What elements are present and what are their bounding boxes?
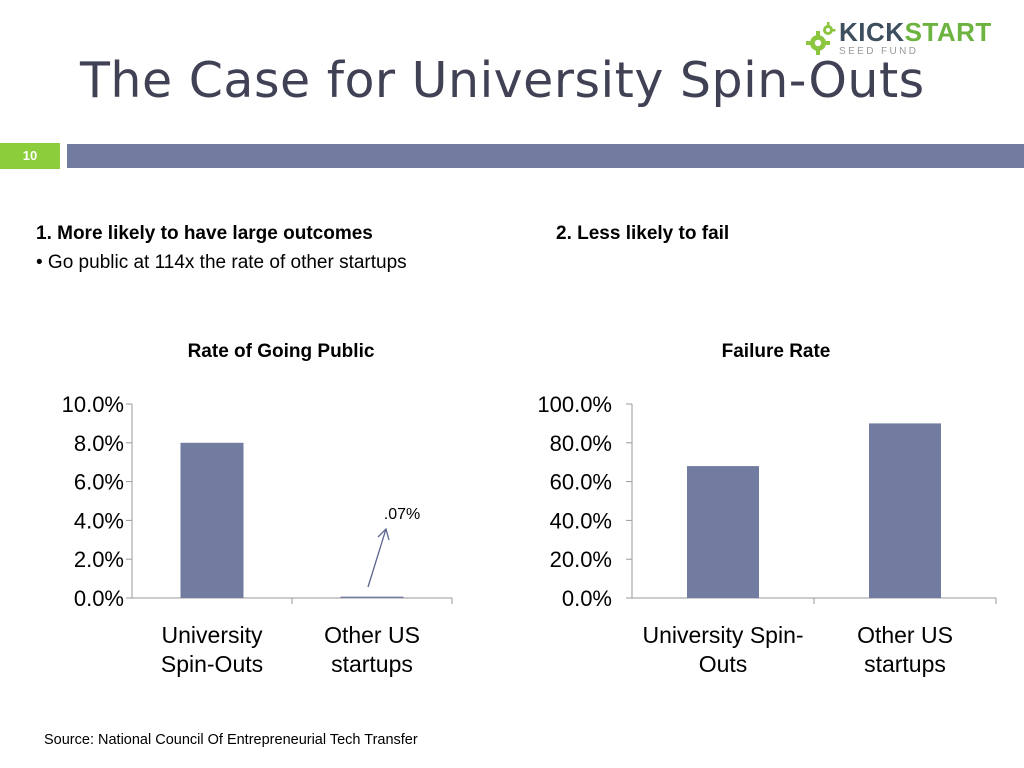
- y-tick-label: 60.0%: [550, 470, 612, 495]
- bar: [869, 423, 941, 598]
- failure-rate-chart: 0.0% 20.0% 40.0% 60.0% 80.0% 100.0% University…: [537, 392, 997, 677]
- logo-subtitle: SEED FUND: [839, 46, 919, 57]
- bar: [687, 466, 759, 598]
- x-category-label: University: [162, 622, 263, 648]
- y-tick-label: 10.0%: [62, 392, 124, 417]
- x-category-label: Other US: [857, 622, 953, 648]
- x-category-label: Other US: [324, 622, 420, 648]
- y-tick-label: 0.0%: [562, 586, 612, 611]
- gear-icon: [806, 22, 836, 55]
- bar: [180, 442, 244, 598]
- x-category-label: startups: [331, 651, 413, 677]
- bar: [340, 596, 404, 598]
- left-bullet: • Go public at 114x the rate of other st…: [36, 252, 407, 273]
- right-heading: 2. Less likely to fail: [556, 223, 730, 244]
- y-tick-label: 2.0%: [74, 547, 124, 572]
- logo-wordmark: KICKSTART: [839, 17, 992, 48]
- header-divider-band: [67, 144, 1024, 168]
- x-category-label: Spin-Outs: [161, 651, 263, 677]
- y-tick-label: 8.0%: [74, 431, 124, 456]
- x-category-label: University Spin-: [642, 622, 803, 648]
- left-heading: 1. More likely to have large outcomes: [36, 223, 373, 244]
- annotation-arrow: [367, 528, 387, 588]
- y-tick-label: 20.0%: [550, 547, 612, 572]
- y-tick-label: 6.0%: [74, 470, 124, 495]
- logo-kick: KICK: [839, 17, 905, 47]
- slide-number: 10: [0, 143, 60, 169]
- rate-of-going-public-chart: 0.0% 2.0% 4.0% 6.0% 8.0% 10.0% University Spin-…: [62, 392, 453, 677]
- y-tick-label: 100.0%: [537, 392, 612, 417]
- y-tick-label: 40.0%: [550, 508, 612, 533]
- annotation-label: .07%: [384, 506, 420, 523]
- kickstart-logo: KICKSTART SEED FUND: [806, 16, 1011, 60]
- x-category-label: startups: [864, 651, 946, 677]
- x-category-label: Outs: [699, 651, 748, 677]
- logo-start: START: [904, 17, 992, 47]
- chart-title-failure-rate: Failure Rate: [721, 341, 831, 362]
- y-tick-label: 4.0%: [74, 508, 124, 533]
- slide-title: The Case for University Spin-Outs: [80, 52, 925, 109]
- source-note: Source: National Council Of Entrepreneur…: [44, 732, 418, 748]
- y-tick-label: 80.0%: [550, 431, 612, 456]
- y-tick-label: 0.0%: [74, 586, 124, 611]
- annotation-arrowhead: [377, 527, 390, 541]
- chart-title-going-public: Rate of Going Public: [187, 341, 375, 362]
